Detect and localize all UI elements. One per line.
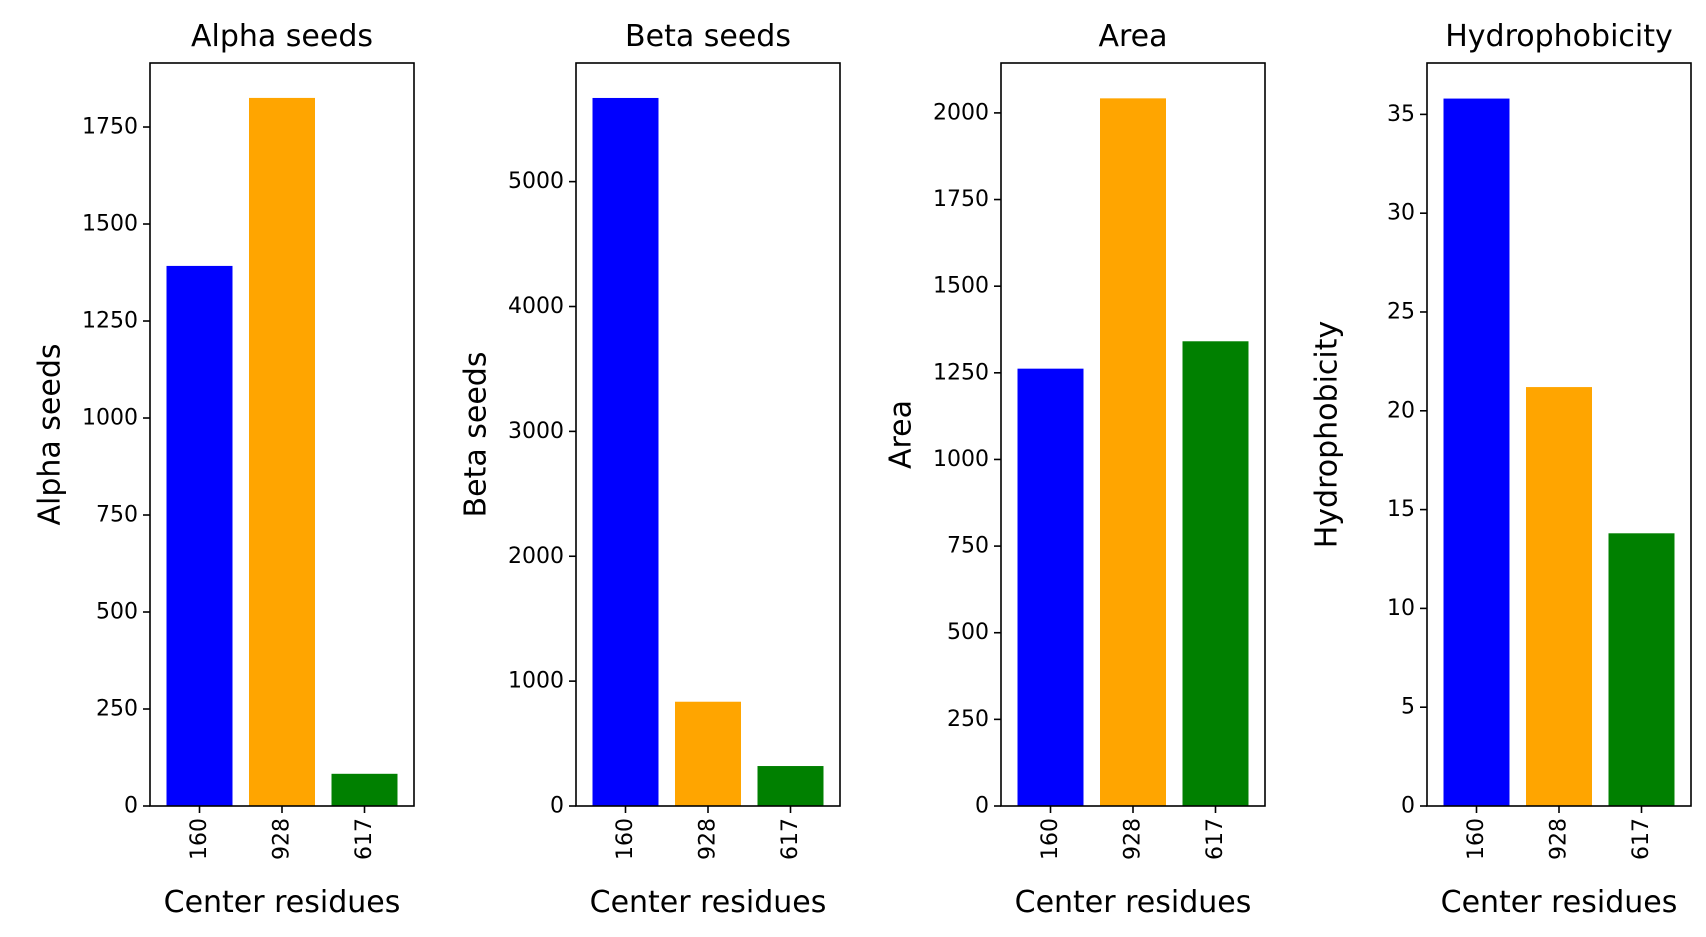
bar-928: [675, 701, 741, 806]
panel-title: Hydrophobicity: [1445, 19, 1673, 54]
x-tick-label: 160: [187, 818, 212, 860]
y-axis-label: Hydrophobicity: [1310, 321, 1345, 549]
y-tick-label: 0: [1401, 794, 1415, 819]
panel-3: 160 928 617 0 250 500 750 1000 1250 1500 1750 2000 A…: [884, 19, 1266, 920]
bar-617: [757, 766, 824, 806]
bar-160: [166, 265, 233, 806]
y-tick-label: 250: [96, 697, 138, 722]
y-tick-label: 25: [1387, 299, 1415, 324]
x-axis-label: Center residues: [164, 885, 401, 920]
x-tick-label: 160: [1038, 818, 1063, 860]
bar-160: [592, 97, 659, 806]
x-tick-label: 928: [1121, 818, 1146, 860]
x-tick-label: 617: [352, 818, 377, 860]
panel-1: 160 928 617 0 250 500 750 1000 1250 1500 1750 Alpha…: [33, 19, 415, 920]
y-tick-label: 4000: [508, 294, 564, 319]
bar-617: [331, 773, 398, 806]
y-tick-label: 30: [1387, 201, 1415, 226]
y-tick-label: 750: [947, 534, 989, 559]
y-tick-label: 0: [975, 794, 989, 819]
y-tick-label: 0: [124, 794, 138, 819]
y-tick-label: 1250: [933, 360, 989, 385]
bar-160: [1443, 98, 1510, 806]
plot-frame: [575, 62, 841, 807]
y-tick-label: 0: [550, 794, 564, 819]
y-axis-label: Alpha seeds: [33, 343, 68, 525]
y-tick-label: 1500: [82, 212, 138, 237]
y-axis-label: Area: [884, 400, 919, 469]
x-tick-label: 160: [1464, 818, 1489, 860]
panel-4: 160 928 617 0 5 10 15 20 25 30 35 Hydrophobicity Cen…: [1310, 19, 1692, 920]
plot-frame: [149, 62, 415, 807]
y-tick-label: 10: [1387, 596, 1415, 621]
panel-title: Alpha seeds: [191, 19, 373, 54]
x-axis-label: Center residues: [1441, 885, 1678, 920]
y-tick-label: 2000: [933, 100, 989, 125]
y-tick-label: 1500: [933, 274, 989, 299]
bar-928: [249, 97, 315, 807]
x-tick-label: 928: [270, 818, 295, 860]
bar-617: [1608, 533, 1675, 806]
y-tick-label: 3000: [508, 419, 564, 444]
bar-928: [1100, 98, 1166, 807]
y-tick-label: 2000: [508, 544, 564, 569]
panel-2: 160 928 617 0 1000 2000 3000 4000 5000 Beta seeds…: [459, 19, 841, 920]
y-tick-label: 1750: [82, 115, 138, 140]
bar-928: [1526, 387, 1592, 806]
bar-160: [1017, 368, 1084, 806]
panel-title: Area: [1098, 19, 1167, 54]
plot-frame: [1426, 62, 1692, 807]
y-tick-label: 500: [96, 600, 138, 625]
y-tick-label: 1000: [508, 669, 564, 694]
y-tick-label: 5000: [508, 169, 564, 194]
y-axis-label: Beta seeds: [459, 352, 494, 518]
x-tick-label: 617: [778, 818, 803, 860]
y-tick-label: 35: [1387, 102, 1415, 127]
bar-617: [1182, 341, 1249, 806]
y-tick-label: 1250: [82, 309, 138, 334]
y-tick-label: 750: [96, 503, 138, 528]
y-tick-label: 250: [947, 707, 989, 732]
y-tick-label: 500: [947, 620, 989, 645]
plot-frame: [1000, 62, 1266, 807]
panel-title: Beta seeds: [625, 19, 791, 54]
x-tick-label: 160: [613, 818, 638, 860]
y-tick-label: 1750: [933, 187, 989, 212]
y-tick-label: 20: [1387, 398, 1415, 423]
y-tick-label: 15: [1387, 497, 1415, 522]
x-tick-label: 928: [696, 818, 721, 860]
x-axis-label: Center residues: [1015, 885, 1252, 920]
x-axis-label: Center residues: [590, 885, 827, 920]
x-tick-label: 928: [1547, 818, 1572, 860]
x-tick-label: 617: [1203, 818, 1228, 860]
y-tick-label: 1000: [933, 447, 989, 472]
y-tick-label: 1000: [82, 406, 138, 431]
y-tick-label: 5: [1401, 695, 1415, 720]
x-tick-label: 617: [1629, 818, 1654, 860]
